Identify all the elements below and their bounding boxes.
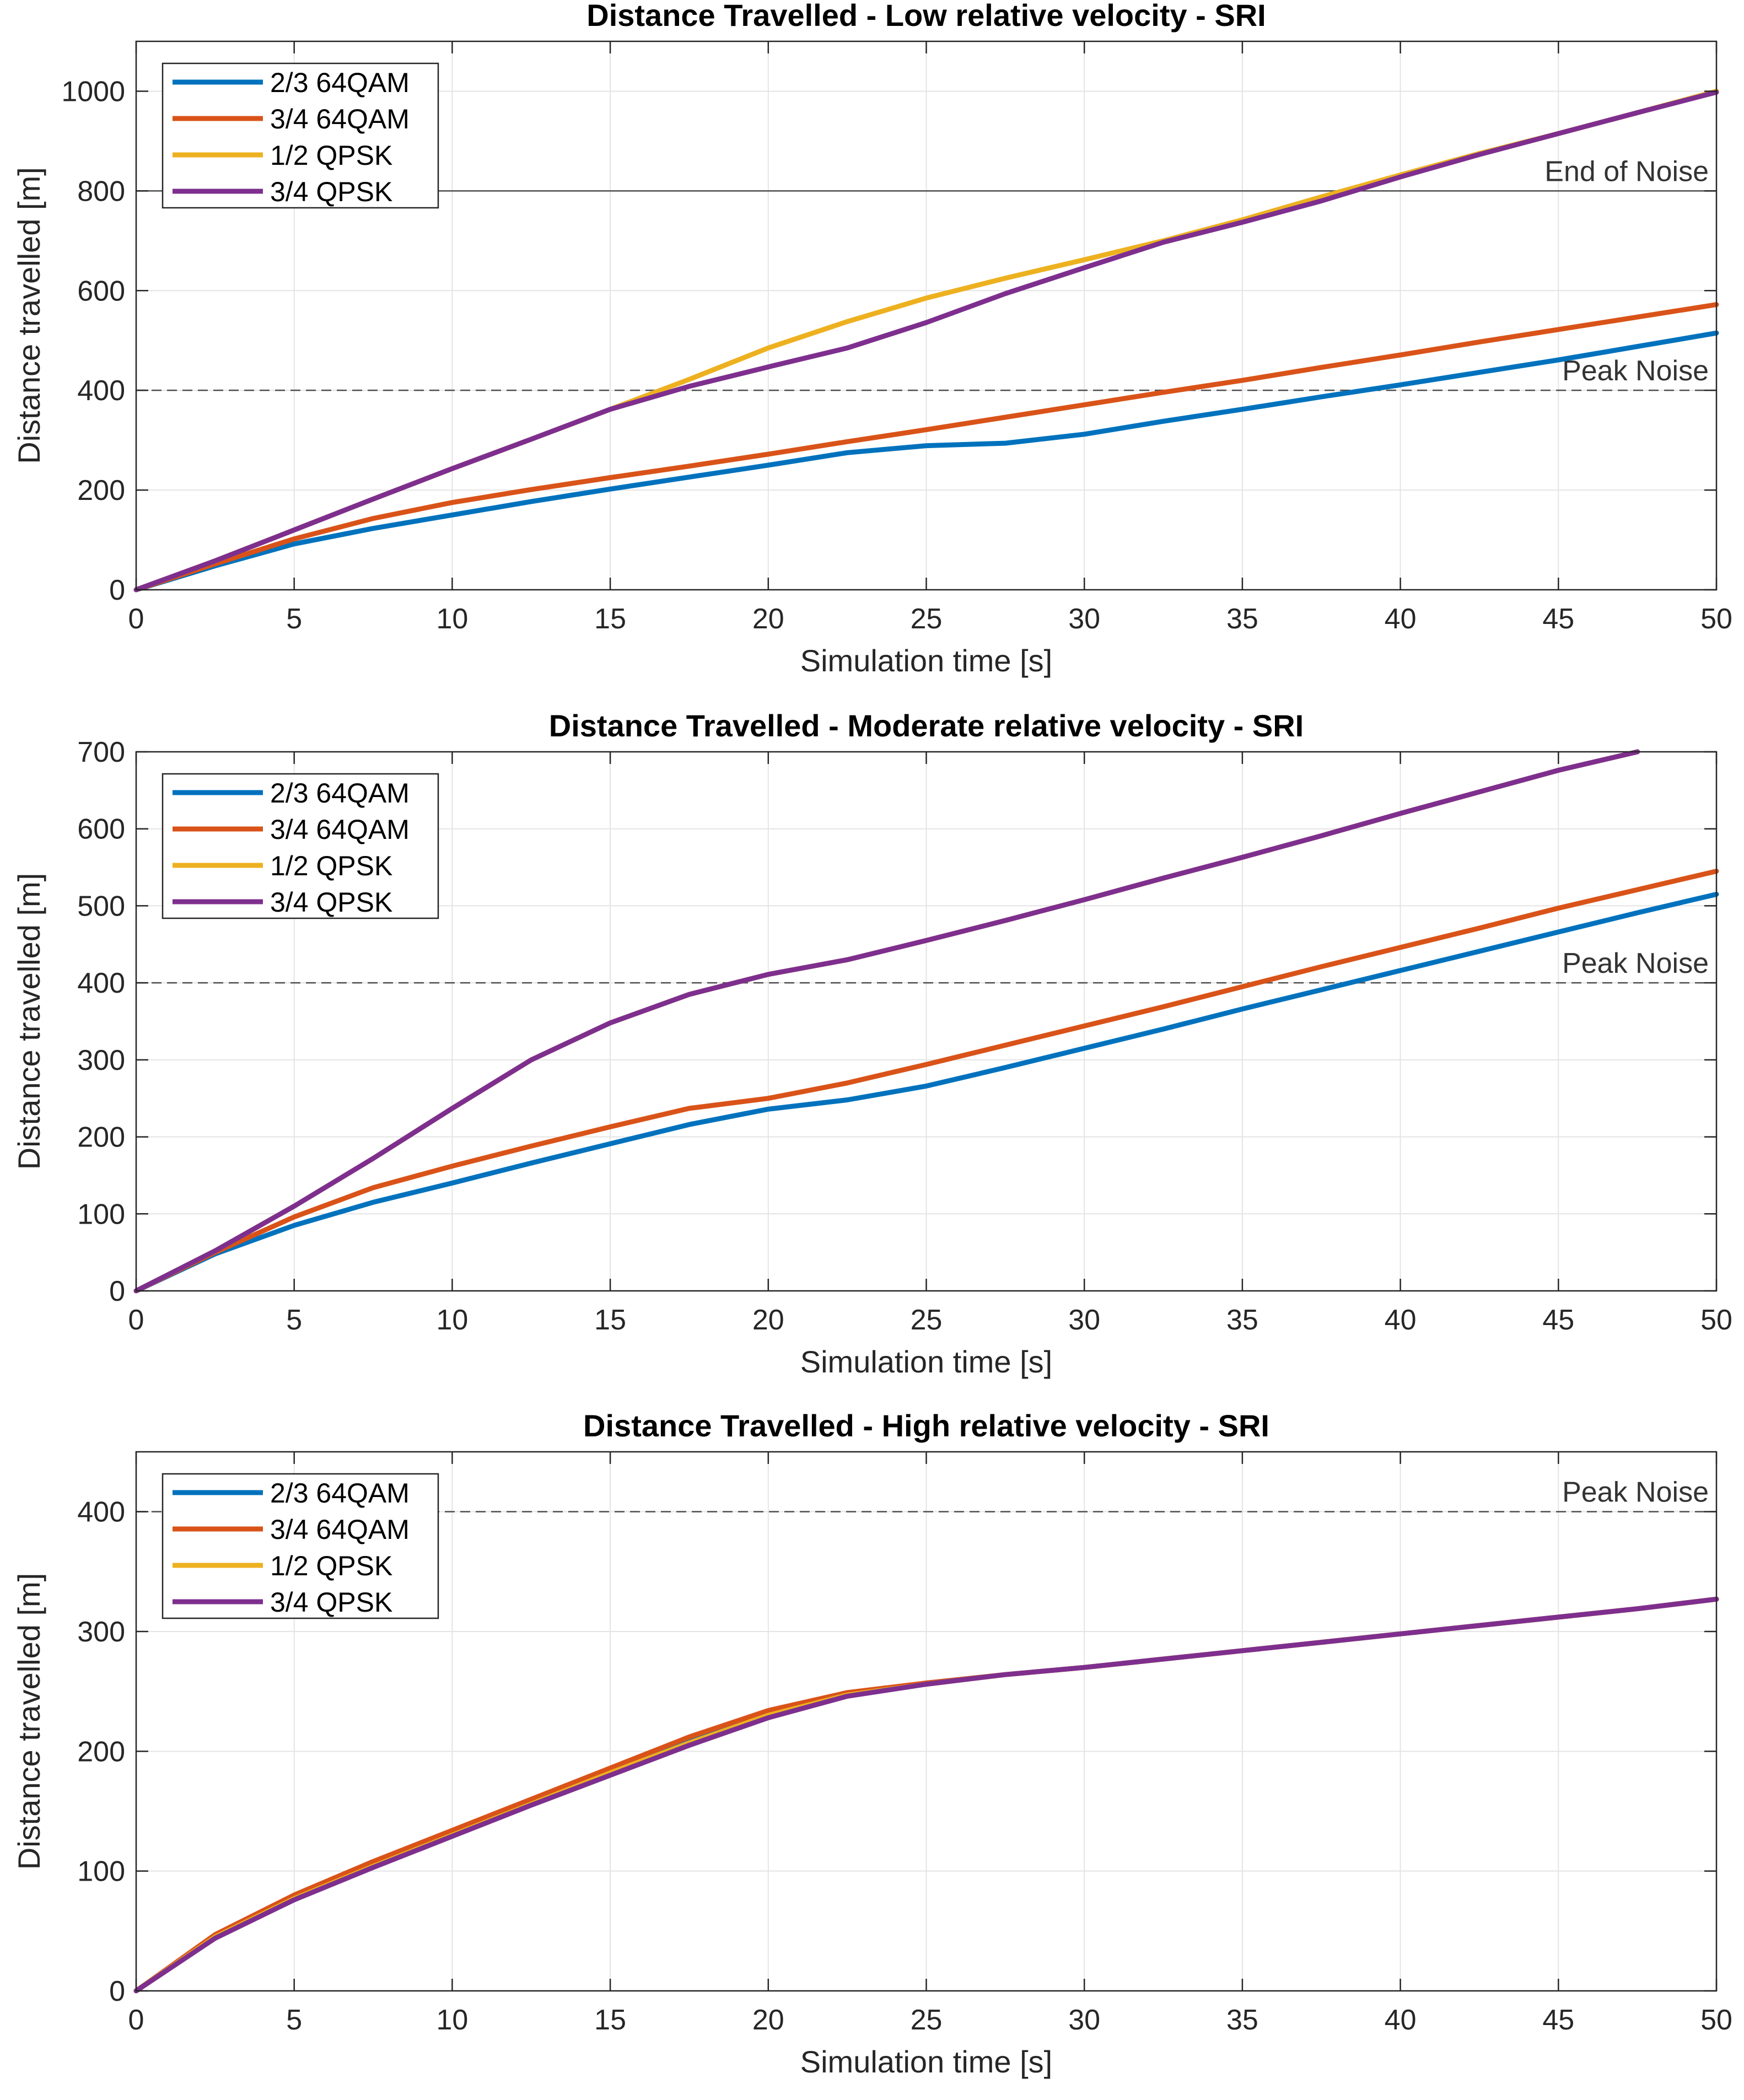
x-tick-label: 20 [752, 603, 784, 635]
y-tick-label: 0 [109, 1275, 125, 1307]
y-tick-label: 300 [77, 1044, 125, 1076]
y-tick-label: 0 [109, 574, 125, 606]
y-tick-label: 200 [77, 1122, 125, 1154]
x-tick-label: 15 [594, 2004, 626, 2036]
x-tick-label: 40 [1385, 1304, 1417, 1336]
y-tick-label: 700 [77, 736, 125, 768]
y-tick-label: 400 [77, 1496, 125, 1528]
x-tick-label: 20 [752, 1304, 784, 1336]
y-tick-label: 0 [109, 1975, 125, 2007]
series-line-2-3-64qam [133, 892, 1719, 1294]
x-tick-label: 25 [911, 603, 943, 635]
y-tick-label: 300 [77, 1616, 125, 1648]
chart-title: Distance Travelled - Moderate relative v… [549, 708, 1304, 743]
x-tick-label: 10 [436, 2004, 468, 2036]
x-tick-label: 5 [286, 603, 302, 635]
y-tick-label: 200 [77, 1736, 125, 1768]
x-tick-label: 10 [436, 603, 468, 635]
y-tick-label: 200 [77, 475, 125, 507]
x-tick-label: 0 [128, 603, 144, 635]
legend: 2/3 64QAM 3/4 64QAM 1/2 QPSK 3/4 QPSK [162, 62, 439, 209]
reference-line-label: Peak Noise [1562, 1477, 1709, 1509]
y-tick-label: 400 [77, 967, 125, 999]
x-axis-label: Simulation time [s] [800, 2044, 1053, 2079]
y-tick-label: 100 [77, 1856, 125, 1888]
x-tick-label: 40 [1385, 2004, 1417, 2036]
x-tick-label: 25 [911, 1304, 943, 1336]
x-tick-label: 45 [1542, 603, 1574, 635]
x-tick-label: 10 [436, 1304, 468, 1336]
y-tick-label: 100 [77, 1198, 125, 1230]
legend-label: 3/4 QPSK [270, 176, 392, 207]
legend-box [162, 1473, 439, 1619]
y-axis-label: Distance travelled [m] [12, 873, 46, 1170]
x-tick-label: 30 [1068, 603, 1100, 635]
x-tick-label: 0 [128, 2004, 144, 2036]
series-line-2-3-64qam [133, 330, 1719, 593]
y-tick-label: 600 [77, 814, 125, 846]
x-tick-label: 50 [1700, 603, 1732, 635]
x-tick-label: 45 [1542, 2004, 1574, 2036]
x-axis-label: Simulation time [s] [800, 643, 1053, 678]
legend-label: 1/2 QPSK [270, 850, 392, 881]
legend-label: 1/2 QPSK [270, 1550, 392, 1581]
legend-label: 3/4 QPSK [270, 887, 392, 918]
x-tick-label: 40 [1385, 603, 1417, 635]
legend-label: 2/3 64QAM [270, 67, 410, 98]
legend-label: 3/4 64QAM [270, 104, 410, 134]
chart-panel-3: Peak Noise 0 5 10 15 20 25 30 35 40 45 50 0 100 200 300… [12, 1408, 1732, 2079]
legend: 2/3 64QAM 3/4 64QAM 1/2 QPSK 3/4 QPSK [162, 1473, 439, 1619]
chart-title: Distance Travelled - High relative veloc… [583, 1408, 1269, 1443]
x-tick-label: 5 [286, 2004, 302, 2036]
x-tick-label: 25 [911, 2004, 943, 2036]
x-tick-label: 30 [1068, 1304, 1100, 1336]
y-tick-label: 800 [77, 175, 125, 207]
x-tick-label: 15 [594, 603, 626, 635]
series-line-3-4-64qam [133, 302, 1719, 593]
x-tick-label: 35 [1226, 1304, 1258, 1336]
x-tick-label: 50 [1700, 1304, 1732, 1336]
y-tick-label: 400 [77, 375, 125, 407]
reference-line-label: Peak Noise [1562, 355, 1709, 387]
legend-label: 2/3 64QAM [270, 1478, 410, 1509]
y-tick-label: 600 [77, 275, 125, 307]
x-tick-label: 45 [1542, 1304, 1574, 1336]
reference-line-label: Peak Noise [1562, 947, 1709, 979]
y-tick-label: 500 [77, 890, 125, 922]
x-tick-label: 35 [1226, 603, 1258, 635]
legend-box [162, 62, 439, 209]
x-tick-label: 5 [286, 1304, 302, 1336]
series-line-3-4-64qam [133, 869, 1719, 1294]
series-line-3-4-qpsk [133, 89, 1719, 593]
x-tick-label: 30 [1068, 2004, 1100, 2036]
legend: 2/3 64QAM 3/4 64QAM 1/2 QPSK 3/4 QPSK [162, 773, 439, 919]
legend-label: 3/4 QPSK [270, 1587, 392, 1618]
x-tick-label: 0 [128, 1304, 144, 1336]
legend-label: 2/3 64QAM [270, 778, 410, 809]
series-line-3-4-qpsk [133, 1596, 1719, 1994]
reference-line-label: End of Noise [1544, 155, 1709, 187]
y-axis-label: Distance travelled [m] [12, 167, 46, 464]
x-tick-label: 50 [1700, 2004, 1732, 2036]
y-axis-label: Distance travelled [m] [12, 1573, 46, 1870]
chart-panel-1: End of Noise Peak Noise 0 5 10 15 20 25 30 35 40 45… [12, 0, 1732, 678]
chart-title: Distance Travelled - Low relative veloci… [586, 0, 1266, 33]
x-axis-label: Simulation time [s] [800, 1344, 1053, 1379]
legend-label: 1/2 QPSK [270, 140, 392, 171]
x-tick-label: 35 [1226, 2004, 1258, 2036]
y-tick-label: 1000 [61, 76, 125, 107]
legend-label: 3/4 64QAM [270, 814, 410, 845]
x-tick-label: 20 [752, 2004, 784, 2036]
series-line-3-4-qpsk [133, 749, 1640, 1294]
legend-box [162, 773, 439, 919]
legend-label: 3/4 64QAM [270, 1514, 410, 1545]
x-tick-label: 15 [594, 1304, 626, 1336]
